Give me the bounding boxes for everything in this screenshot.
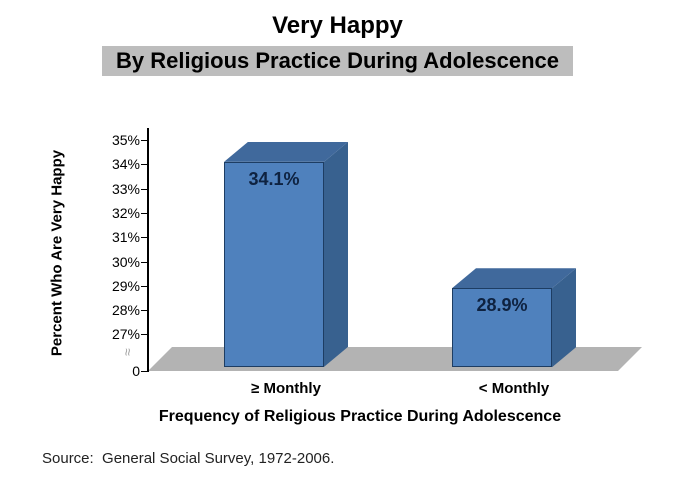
x-axis-title: Frequency of Religious Practice During A…: [158, 408, 562, 425]
y-tick-mark: [141, 310, 148, 312]
y-tick-label: 27%: [111, 326, 140, 343]
y-tick-mark: [141, 371, 148, 372]
y-tick-mark: [141, 261, 148, 263]
y-tick-mark: [141, 140, 148, 141]
bar-top-face: [452, 268, 576, 289]
bar-side-face: [324, 141, 348, 367]
chart-subtitle: By Religious Practice During Adolescence: [102, 46, 573, 76]
y-tick-mark: [141, 164, 148, 166]
y-tick-label: 34%: [111, 156, 140, 173]
chart-subtitle-row: By Religious Practice During Adolescence: [0, 46, 675, 76]
y-tick-label: 28%: [111, 302, 140, 319]
y-tick-label: 33%: [111, 180, 140, 197]
y-tick-mark: [141, 212, 148, 214]
y-tick-mark: [141, 237, 148, 239]
y-tick-label: 32%: [111, 204, 140, 221]
y-axis-title: Percent Who Are Very Happy: [48, 149, 66, 357]
source-note: Source: General Social Survey, 1972-2006…: [42, 450, 335, 467]
y-tick-mark: [141, 188, 148, 190]
y-tick-label: 35%: [111, 132, 140, 148]
y-tick-label: 29%: [111, 277, 140, 294]
y-tick-mark: [141, 285, 148, 287]
bar-top-face: [224, 141, 348, 162]
y-tick-label: 30%: [111, 253, 140, 270]
axis-break-icon: ≈: [119, 348, 136, 356]
x-category-label: ≥ Monthly: [251, 380, 321, 397]
bar-value-label: 28.9%: [476, 295, 528, 316]
y-tick-label: 31%: [111, 229, 140, 246]
bar-value-label: 34.1%: [248, 168, 300, 189]
chart-title: Very Happy: [272, 12, 403, 39]
x-category-label: < Monthly: [478, 380, 550, 397]
y-tick-mark: [141, 334, 148, 336]
bar-front-face: [224, 161, 324, 367]
y-tick-label: 0: [132, 363, 140, 379]
bar-front-face: [452, 288, 552, 368]
y-axis-line: [147, 128, 149, 372]
